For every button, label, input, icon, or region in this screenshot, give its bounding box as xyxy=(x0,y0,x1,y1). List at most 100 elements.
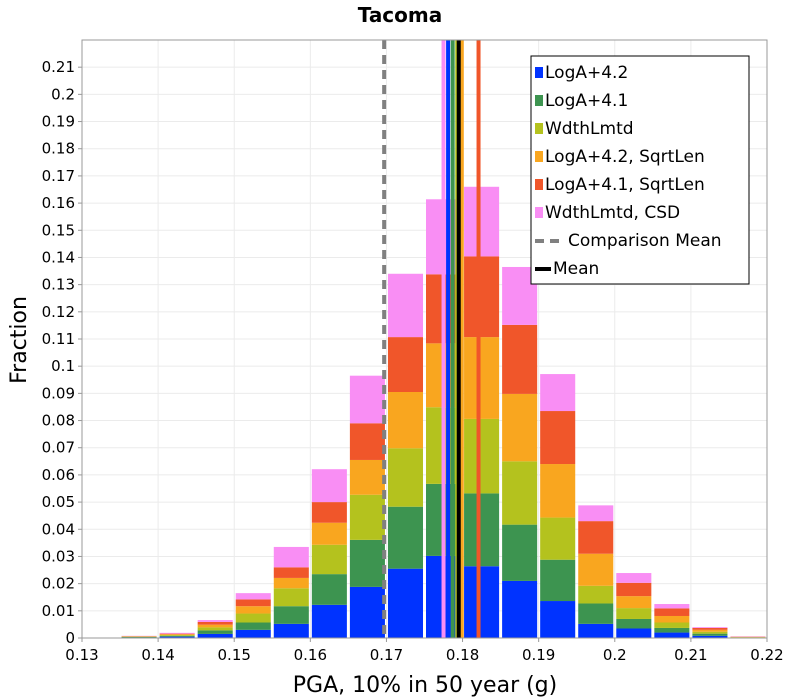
x-tick-label: 0.22 xyxy=(750,646,783,664)
y-tick-label: 0.13 xyxy=(42,276,75,294)
bar-segment xyxy=(311,544,347,575)
bar-segment xyxy=(654,604,690,609)
y-tick-label: 0.21 xyxy=(42,58,75,76)
bar-segment xyxy=(235,622,271,630)
bar-segment xyxy=(273,577,309,589)
legend-label: LogA+4.1, SqrtLen xyxy=(545,175,705,195)
bar-segment xyxy=(540,559,576,602)
bar-segment xyxy=(464,566,500,638)
y-tick-label: 0.1 xyxy=(51,357,75,375)
x-axis-title: PGA, 10% in 50 year (g) xyxy=(293,673,557,698)
bar-segment xyxy=(578,521,614,554)
bar-segment xyxy=(540,517,576,560)
bar-segment xyxy=(311,502,347,523)
bar-segment xyxy=(616,618,652,629)
y-tick-label: 0.03 xyxy=(42,547,75,565)
y-tick-label: 0.01 xyxy=(42,602,75,620)
bar-segment xyxy=(654,627,690,633)
legend-swatch xyxy=(535,67,543,78)
bar-segment xyxy=(502,524,538,581)
bar-segment xyxy=(387,448,423,507)
bar-segment xyxy=(197,633,233,638)
y-tick-label: 0.15 xyxy=(42,221,75,239)
bar-segment xyxy=(273,606,309,624)
x-tick-label: 0.14 xyxy=(141,646,174,664)
y-tick-label: 0.08 xyxy=(42,412,75,430)
chart-title: Tacoma xyxy=(358,3,443,27)
bar-segment xyxy=(387,273,423,338)
bar-segment xyxy=(273,567,309,578)
x-tick-label: 0.17 xyxy=(370,646,403,664)
bar-segment xyxy=(349,459,385,495)
bar-segment xyxy=(464,256,500,338)
y-tick-label: 0.18 xyxy=(42,140,75,158)
y-tick-label: 0.02 xyxy=(42,575,75,593)
bar-segment xyxy=(464,493,500,567)
x-tick-label: 0.2 xyxy=(603,646,627,664)
y-tick-label: 0.17 xyxy=(42,167,75,185)
bar-segment xyxy=(692,633,728,636)
bar-segment xyxy=(578,623,614,638)
bar-segment xyxy=(654,615,690,623)
bar-segment xyxy=(311,574,347,605)
legend-swatch xyxy=(535,123,543,134)
bar-segment xyxy=(692,627,728,628)
y-tick-label: 0.12 xyxy=(42,303,75,321)
bar-segment xyxy=(273,546,309,568)
x-tick-label: 0.15 xyxy=(218,646,251,664)
y-tick-label: 0.04 xyxy=(42,520,75,538)
y-axis-ticks: 0 0.01 0.02 0.03 0.04 0.05 0.06 0.07 0.08 0.09 0.1… xyxy=(42,58,82,647)
bar-segment xyxy=(197,630,233,634)
x-tick-label: 0.19 xyxy=(522,646,555,664)
bar-segment xyxy=(235,593,271,600)
x-tick-label: 0.16 xyxy=(294,646,327,664)
bar-segment xyxy=(311,604,347,638)
bar-segment xyxy=(540,374,576,412)
bar-segment xyxy=(235,599,271,607)
legend-swatch xyxy=(535,179,543,190)
bar-segment xyxy=(502,393,538,462)
bar-segment xyxy=(616,608,652,619)
bar-segment xyxy=(197,624,233,628)
bar-segment xyxy=(692,629,728,632)
y-axis-title: Fraction xyxy=(7,296,32,384)
bar-segment xyxy=(197,627,233,631)
legend-label: Comparison Mean xyxy=(568,231,722,251)
bar-segment xyxy=(159,635,195,636)
y-tick-label: 0.07 xyxy=(42,439,75,457)
bar-segment xyxy=(197,620,233,622)
bar-segment xyxy=(502,324,538,394)
bar-segment xyxy=(654,632,690,638)
x-tick-label: 0.18 xyxy=(446,646,479,664)
bar-segment xyxy=(387,506,423,569)
bar-segment xyxy=(121,636,157,638)
bar-segment xyxy=(616,582,652,597)
legend-label: LogA+4.1 xyxy=(545,91,628,111)
y-tick-label: 0.05 xyxy=(42,493,75,511)
bar-segment xyxy=(159,633,195,635)
bar-segment xyxy=(578,603,614,624)
bar-segment xyxy=(464,337,500,419)
bar-segment xyxy=(464,186,500,257)
y-tick-label: 0.11 xyxy=(42,330,75,348)
bar-segment xyxy=(235,606,271,614)
legend-label: LogA+4.2 xyxy=(545,63,628,83)
bar-segment xyxy=(349,494,385,540)
bar-segment xyxy=(616,573,652,583)
bar-segment xyxy=(159,636,195,638)
legend-swatch xyxy=(535,151,543,162)
legend-box xyxy=(530,55,750,285)
x-tick-label: 0.21 xyxy=(674,646,707,664)
bar-segment xyxy=(197,621,233,625)
bar-segment xyxy=(654,608,690,616)
legend-swatch xyxy=(535,207,543,218)
bar-segment xyxy=(349,539,385,587)
legend-label: Mean xyxy=(553,259,599,279)
bar-segment xyxy=(692,635,728,638)
bar-segment xyxy=(502,580,538,638)
x-axis-ticks: 0.13 0.14 0.15 0.16 0.17 0.18 0.19 0.2 0.21 0.22 xyxy=(65,638,784,664)
y-tick-label: 0.19 xyxy=(42,113,75,131)
bar-segment xyxy=(387,392,423,449)
y-tick-label: 0.2 xyxy=(51,85,75,103)
